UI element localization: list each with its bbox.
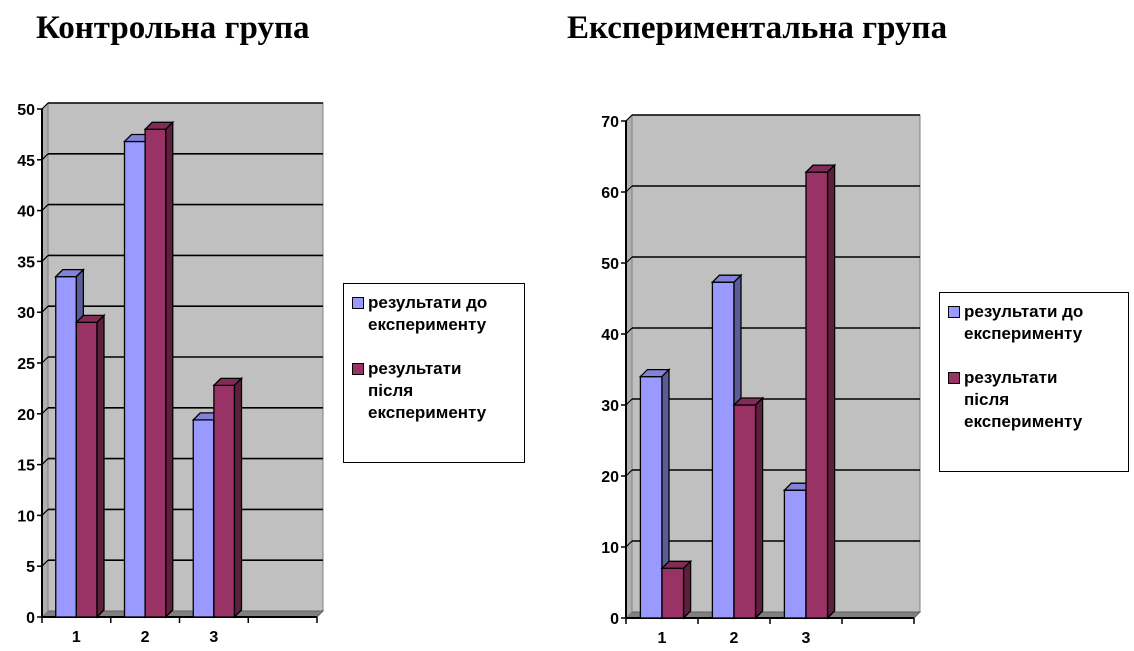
bar-face	[783, 489, 807, 619]
chart-title-control: Контрольна група	[36, 10, 310, 46]
x-tick-label: 2	[141, 629, 150, 646]
bar-side	[96, 313, 105, 619]
gridline-side	[41, 102, 49, 110]
y-tick-label: 50	[601, 256, 619, 273]
plot-back-wall	[631, 114, 921, 613]
bar	[74, 313, 106, 619]
gridline-side	[625, 114, 633, 122]
y-tick-label: 45	[17, 153, 35, 170]
legend-swatch-before	[948, 306, 960, 318]
x-tick-label: 1	[72, 629, 81, 646]
x-tick-label: 2	[730, 630, 739, 647]
legend-control: результати до експерименту результати пі…	[343, 283, 525, 463]
bar	[143, 120, 175, 619]
y-tick-label: 35	[17, 254, 35, 271]
bar	[660, 559, 693, 620]
x-tick-label: 3	[209, 629, 218, 646]
legend-label-before: результати до експерименту	[368, 293, 488, 334]
x-tick-label: 1	[658, 630, 667, 647]
chart-title-experimental: Експериментальна група	[567, 10, 948, 46]
y-tick-label: 30	[17, 305, 35, 322]
y-tick-label: 10	[601, 540, 619, 557]
y-tick-label: 15	[17, 458, 35, 475]
y-tick-label: 60	[601, 185, 619, 202]
legend-swatch-after	[948, 372, 960, 384]
legend-item-after: результати після експерименту	[352, 358, 516, 424]
bar-face	[639, 375, 663, 619]
y-tick-label: 70	[601, 114, 619, 131]
y-tick-label: 20	[601, 469, 619, 486]
bar	[638, 368, 671, 620]
bar-side	[826, 163, 836, 620]
y-tick-label: 0	[26, 610, 35, 627]
bar	[212, 376, 244, 619]
bar-side	[233, 376, 243, 619]
bar	[732, 396, 765, 620]
bar-face	[805, 171, 829, 619]
legend-label-before: результати до експерименту	[964, 302, 1084, 343]
y-tick-label: 40	[17, 204, 35, 221]
legend-experimental: результати до експерименту результати пі…	[939, 292, 1129, 472]
legend-item-after: результати після експерименту	[948, 367, 1120, 433]
x-tick-label: 3	[802, 630, 811, 647]
y-tick-label: 30	[601, 398, 619, 415]
legend-item-before: результати до експерименту	[352, 292, 516, 336]
bar-side	[165, 120, 174, 619]
y-tick-label: 10	[17, 508, 35, 525]
legend-item-before: результати до експерименту	[948, 301, 1120, 345]
legend-label-after: результати після експерименту	[368, 359, 487, 422]
bar-face	[711, 281, 735, 619]
y-tick-label: 50	[17, 102, 35, 119]
bar	[804, 163, 837, 620]
bar-side	[682, 559, 692, 620]
y-tick-label: 40	[601, 327, 619, 344]
y-tick-label: 25	[17, 356, 35, 373]
y-tick-label: 5	[26, 559, 35, 576]
legend-label-after: результати після експерименту	[964, 368, 1083, 431]
legend-swatch-before	[352, 297, 364, 309]
bar-face	[661, 567, 685, 619]
bar-side	[754, 396, 764, 620]
bar-face	[733, 404, 757, 619]
y-tick-label: 20	[17, 407, 35, 424]
y-tick-label: 0	[610, 611, 619, 628]
legend-swatch-after	[352, 363, 364, 375]
